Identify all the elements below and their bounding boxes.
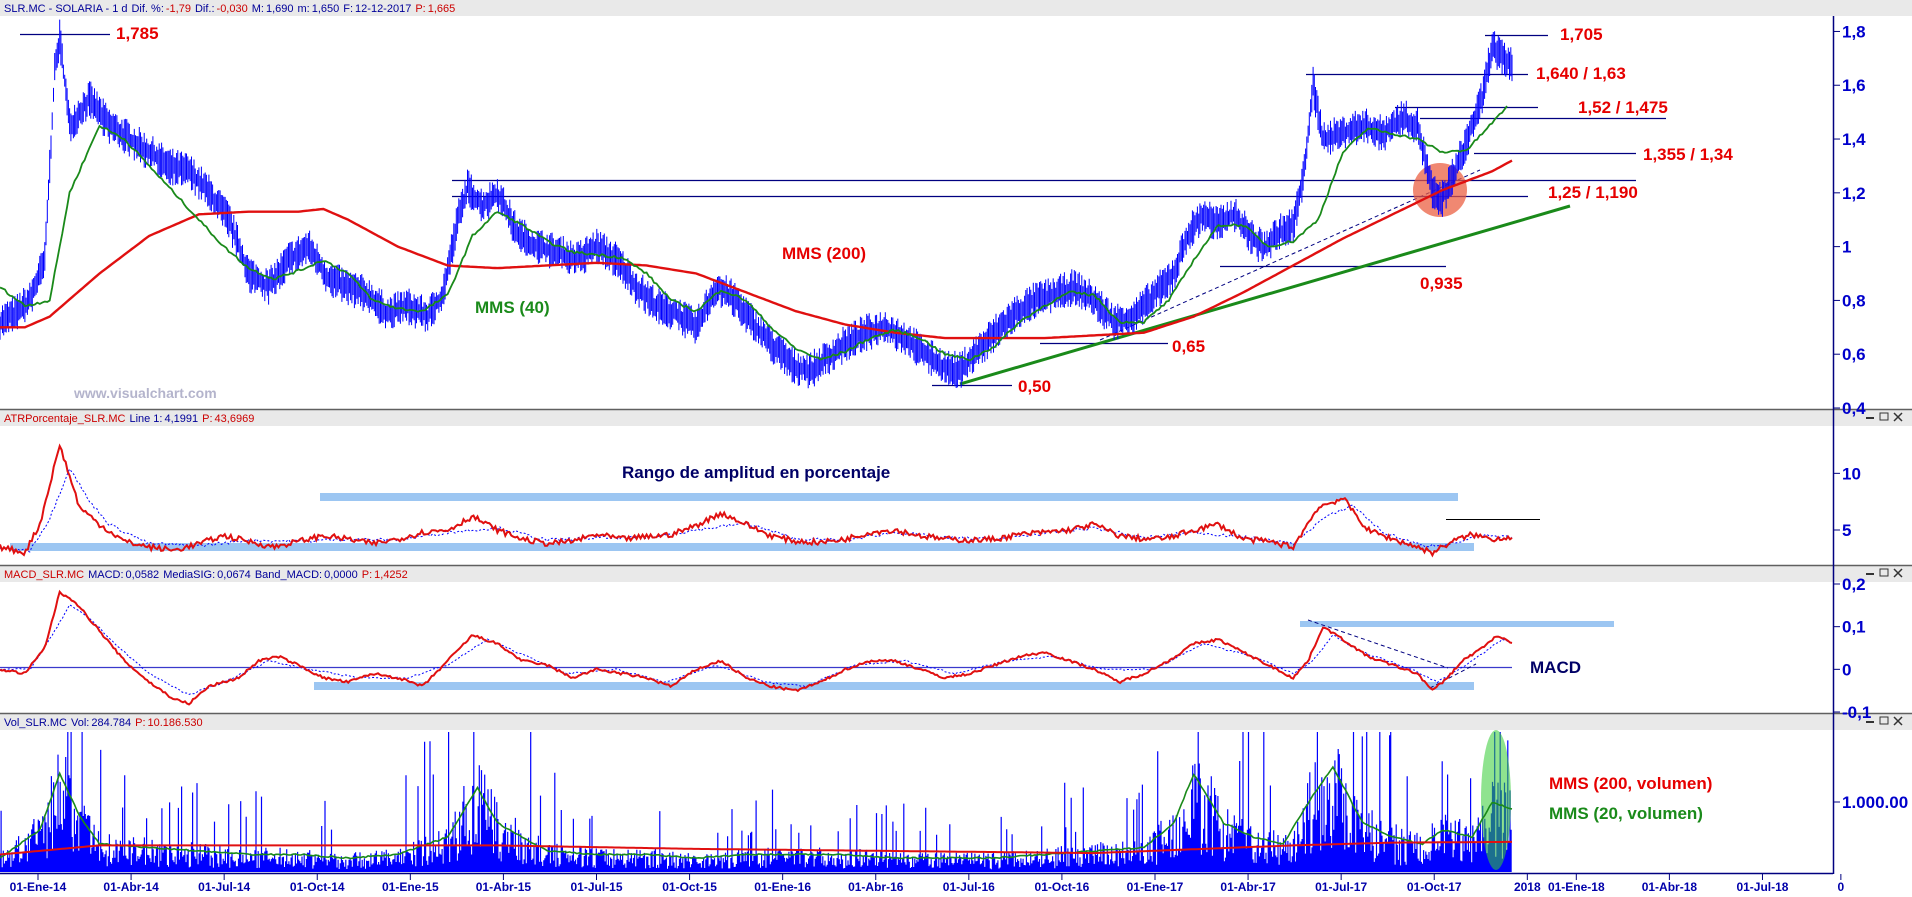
mms200vol-label: MMS (200, volumen) bbox=[1549, 774, 1712, 793]
price-ytick-label: 0,8 bbox=[1842, 291, 1866, 310]
close-icon[interactable] bbox=[1893, 716, 1903, 726]
xtick-label: 01-Ene-14 bbox=[10, 880, 67, 892]
xtick-label: 01-Abr-17 bbox=[1220, 880, 1276, 892]
macd-ytick-label: 0 bbox=[1842, 660, 1851, 679]
atr-caption: Rango de amplitud en porcentaje bbox=[622, 463, 890, 482]
mms40-label: MMS (40) bbox=[475, 298, 550, 317]
atr-overlays: Rango de amplitud en porcentaje bbox=[10, 463, 1540, 551]
level-label-125: 1,25 / 1,190 bbox=[1548, 183, 1638, 202]
volume-panel-header: Vol_SLR.MC Vol: 284.784 P: 10.186.530 bbox=[4, 717, 203, 729]
xtick-label: 01-Oct-14 bbox=[290, 880, 345, 892]
macd-window-controls[interactable] bbox=[1866, 568, 1903, 578]
mms20vol-label: MMS (20, volumen) bbox=[1549, 804, 1703, 823]
mms200-line bbox=[0, 159, 1513, 340]
xtick-label: 01-Jul-14 bbox=[198, 880, 250, 892]
level-label-1785: 1,785 bbox=[116, 24, 159, 43]
volume-ytick-label: 1.000.00 bbox=[1842, 793, 1908, 812]
series-layer bbox=[0, 19, 1513, 860]
xtick-label: 01-Abr-15 bbox=[476, 880, 532, 892]
xtick-label: 01-Ene-18 bbox=[1548, 880, 1605, 892]
macd-panel-header: MACD_SLR.MC MACD: 0,0582 MediaSIG: 0,0674 Ban… bbox=[4, 569, 408, 581]
volume-layer bbox=[0, 732, 1512, 872]
price-bars bbox=[0, 19, 1513, 389]
mms40-line bbox=[0, 105, 1508, 362]
volume-mms200-line bbox=[0, 840, 1512, 856]
close-icon[interactable] bbox=[1893, 568, 1903, 578]
restore-icon[interactable] bbox=[1879, 568, 1889, 577]
atr-ytick-label: 5 bbox=[1842, 521, 1851, 540]
minimize-icon[interactable] bbox=[1866, 417, 1874, 419]
xtick-label: 0 bbox=[1838, 880, 1845, 892]
x-axis-ticks: 01-Ene-14 01-Abr-14 01-Jul-14 01-Oct-14 01-E… bbox=[10, 874, 1845, 894]
price-ytick-label: 1 bbox=[1842, 238, 1851, 257]
atr-panel-header: ATRPorcentaje_SLR.MC Line 1: 4,1991 P: 43,69… bbox=[4, 413, 254, 425]
level-label-0935: 0,935 bbox=[1420, 274, 1463, 293]
level-label-1640: 1,640 / 1,63 bbox=[1536, 64, 1626, 83]
xtick-label: 01-Ene-16 bbox=[754, 880, 811, 892]
level-label-152: 1,52 / 1,475 bbox=[1578, 98, 1668, 117]
price-ytick-label: 0,4 bbox=[1842, 399, 1866, 418]
xtick-label: 01-Abr-18 bbox=[1642, 880, 1698, 892]
xtick-label: 01-Oct-17 bbox=[1407, 880, 1462, 892]
xtick-label: 01-Oct-16 bbox=[1035, 880, 1090, 892]
price-labels: 1,785 1,705 1,640 / 1,63 1,52 / 1,475 1,… bbox=[116, 24, 1733, 396]
xtick-label: 01-Jul-15 bbox=[570, 880, 622, 892]
xtick-label: 01-Oct-15 bbox=[662, 880, 717, 892]
macd-line bbox=[0, 589, 1513, 706]
volume-window-controls[interactable] bbox=[1866, 716, 1903, 726]
level-label-1355: 1,355 / 1,34 bbox=[1643, 145, 1733, 164]
atr-red-line bbox=[0, 443, 1513, 558]
price-panel-header: SLR.MC - SOLARIA - 1 d Dif. %: -1,79 Dif.: -… bbox=[4, 3, 455, 15]
price-ytick-label: 0,6 bbox=[1842, 345, 1866, 364]
level-label-065: 0,65 bbox=[1172, 337, 1205, 356]
price-ytick-label: 1,4 bbox=[1842, 130, 1866, 149]
macd-ytick-label: -0,1 bbox=[1842, 703, 1871, 722]
xtick-label: 01-Jul-17 bbox=[1315, 880, 1367, 892]
restore-icon[interactable] bbox=[1879, 412, 1889, 421]
level-label-1705: 1,705 bbox=[1560, 25, 1603, 44]
xtick-label: 2018 bbox=[1514, 880, 1541, 892]
volume-overlays: MMS (200, volumen) MMS (20, volumen) bbox=[1549, 774, 1712, 823]
volume-bars bbox=[0, 732, 1512, 872]
volume-spike-highlight bbox=[1481, 730, 1511, 870]
minimize-icon[interactable] bbox=[1866, 721, 1874, 723]
atr-ytick-label: 10 bbox=[1842, 464, 1861, 483]
xtick-label: 01-Abr-14 bbox=[103, 880, 159, 892]
restore-icon[interactable] bbox=[1879, 716, 1889, 725]
price-ytick-label: 1,8 bbox=[1842, 22, 1866, 41]
y-axis-ticks: 1,8 1,6 1,4 1,2 1 0,8 0,6 0,4 10 5 0,2 0,1 0 -0,1 1.00… bbox=[1834, 22, 1908, 812]
macd-caption: MACD bbox=[1530, 658, 1581, 677]
minimize-icon[interactable] bbox=[1866, 573, 1874, 575]
xtick-label: 01-Ene-15 bbox=[382, 880, 439, 892]
xtick-label: 01-Jul-18 bbox=[1736, 880, 1788, 892]
close-icon[interactable] bbox=[1893, 412, 1903, 422]
atr-window-controls[interactable] bbox=[1866, 412, 1903, 422]
price-ytick-label: 1,2 bbox=[1842, 184, 1866, 203]
macd-ytick-label: 0,1 bbox=[1842, 618, 1866, 637]
xtick-label: 01-Jul-16 bbox=[943, 880, 995, 892]
macd-signal-line bbox=[0, 604, 1513, 695]
mms200-label: MMS (200) bbox=[782, 244, 866, 263]
price-ytick-label: 1,6 bbox=[1842, 76, 1866, 95]
volume-mms20-line bbox=[0, 765, 1513, 860]
xtick-label: 01-Ene-17 bbox=[1127, 880, 1184, 892]
macd-ytick-label: 0,2 bbox=[1842, 575, 1866, 594]
xtick-label: 01-Abr-16 bbox=[848, 880, 904, 892]
level-label-050: 0,50 bbox=[1018, 377, 1051, 396]
watermark: www.visualchart.com bbox=[73, 385, 217, 401]
